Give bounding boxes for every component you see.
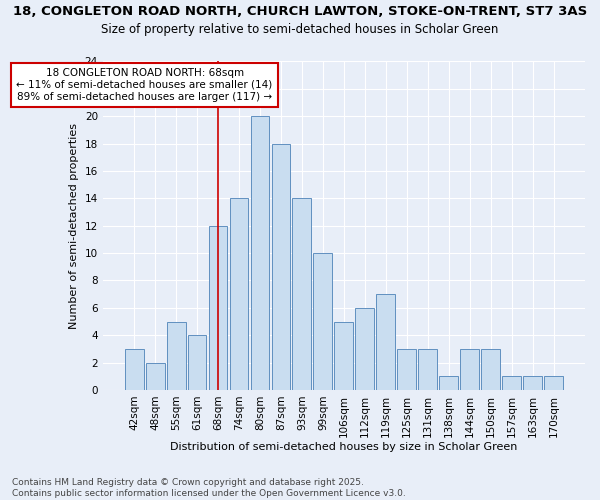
Bar [272,144,290,390]
Bar [481,349,500,390]
Bar [439,376,458,390]
Y-axis label: Number of semi-detached properties: Number of semi-detached properties [69,122,79,328]
Bar [251,116,269,390]
Bar [502,376,521,390]
Bar [167,322,185,390]
X-axis label: Distribution of semi-detached houses by size in Scholar Green: Distribution of semi-detached houses by … [170,442,518,452]
Bar [292,198,311,390]
Bar [523,376,542,390]
Text: Size of property relative to semi-detached houses in Scholar Green: Size of property relative to semi-detach… [101,22,499,36]
Bar [146,362,164,390]
Bar [313,253,332,390]
Bar [376,294,395,390]
Bar [230,198,248,390]
Bar [209,226,227,390]
Bar [188,335,206,390]
Text: 18 CONGLETON ROAD NORTH: 68sqm
← 11% of semi-detached houses are smaller (14)
89: 18 CONGLETON ROAD NORTH: 68sqm ← 11% of … [16,68,273,102]
Bar [397,349,416,390]
Text: 18, CONGLETON ROAD NORTH, CHURCH LAWTON, STOKE-ON-TRENT, ST7 3AS: 18, CONGLETON ROAD NORTH, CHURCH LAWTON,… [13,5,587,18]
Bar [460,349,479,390]
Bar [125,349,143,390]
Bar [418,349,437,390]
Bar [544,376,563,390]
Text: Contains HM Land Registry data © Crown copyright and database right 2025.
Contai: Contains HM Land Registry data © Crown c… [12,478,406,498]
Bar [355,308,374,390]
Bar [334,322,353,390]
